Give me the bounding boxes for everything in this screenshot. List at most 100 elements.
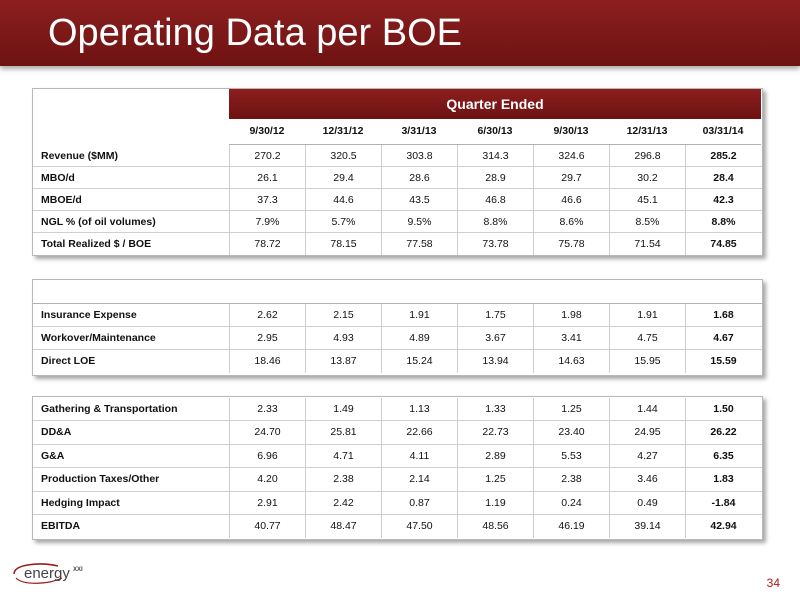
table-cell: 303.8 [381,145,457,167]
table-cell: 14.63 [533,350,609,373]
table-cell: 74.85 [685,233,761,255]
table-cell: 28.4 [685,167,761,189]
table-cell: 8.6% [533,211,609,233]
table-cell: 1.25 [533,398,609,422]
table-cell: 320.5 [305,145,381,167]
table-cell: 2.15 [305,304,381,327]
table-cell: 28.9 [457,167,533,189]
table-cell: 46.8 [457,189,533,211]
row-label: EBITDA [41,520,81,532]
table-cell: 0.87 [381,491,457,515]
table-cell: 22.73 [457,421,533,445]
table-cell: 3.67 [457,327,533,350]
row-label: Gathering & Transportation [41,403,178,415]
table-cell: 26.22 [685,421,761,445]
table-cell: 296.8 [609,145,685,167]
table-cell: 2.42 [305,491,381,515]
table-cell: 2.14 [381,468,457,492]
table-cell: 1.83 [685,468,761,492]
table-row: Workover/Maintenance 2.95 4.93 4.89 3.67 3.41… [33,327,762,350]
column-header: 03/31/14 [702,125,744,137]
row-label: Total Realized $ / BOE [41,238,152,250]
column-header: 9/30/13 [553,125,589,137]
column-header: 3/31/13 [401,125,437,137]
table-cell: 7.9% [229,211,305,233]
table-cell: 24.95 [609,421,685,445]
table-cell: 26.1 [229,167,305,189]
table-cell: 2.38 [305,468,381,492]
row-label: Production Taxes/Other [41,473,160,486]
table-cell: 3.46 [609,468,685,492]
operating-expense-section: Insurance Expense 2.62 2.15 1.91 1.75 1.98 1.9… [32,279,763,376]
row-label: MBO/d [41,172,75,184]
table-cell: 77.58 [381,233,457,255]
table-cell: 45.1 [609,189,685,211]
table-cell: 24.70 [229,421,305,445]
table-cell: 1.19 [457,491,533,515]
table-cell: 22.66 [381,421,457,445]
table-cell: 18.46 [229,350,305,373]
table-cell: 270.2 [229,145,305,167]
row-label: Hedging Impact [41,496,120,509]
table-cell: 1.75 [457,304,533,327]
table-cell: 42.94 [685,515,761,539]
table-cell: 8.8% [457,211,533,233]
table-cell: 71.54 [609,233,685,255]
table-cell: 13.87 [305,350,381,373]
table-cell: 4.20 [229,468,305,492]
table-row: Direct LOE 18.46 13.87 15.24 13.94 14.63 15.95… [33,350,762,373]
table-row: MBO/d 26.1 29.4 28.6 28.9 29.7 30.2 28.4 [33,167,762,189]
table-cell: 8.8% [685,211,761,233]
table-cell: 43.5 [381,189,457,211]
column-header-row: 9/30/12 12/31/12 3/31/13 6/30/13 9/30/13 12/3… [229,119,761,145]
table-row: DD&A 24.70 25.81 22.66 22.73 23.40 24.95 26.22 [33,421,762,445]
table-row: G&A 6.96 4.71 4.11 2.89 5.53 4.27 6.35 [33,444,762,469]
table-cell: 29.7 [533,167,609,189]
table-cell: 285.2 [685,145,761,167]
table-cell: 4.71 [305,444,381,469]
table-cell: 4.11 [381,444,457,469]
table-cell: 15.24 [381,350,457,373]
table-cell: 75.78 [533,233,609,255]
table-cell: 324.6 [533,145,609,167]
title-bar: Operating Data per BOE [0,0,800,66]
table-cell: 1.49 [305,398,381,422]
table-cell: 1.91 [381,304,457,327]
table-row: Revenue ($MM) 270.2 320.5 303.8 314.3 324.6 29… [33,145,762,167]
table-cell: 1.98 [533,304,609,327]
table-cell: 314.3 [457,145,533,167]
column-header: 12/31/13 [626,125,668,137]
column-header: 6/30/13 [477,125,513,137]
table-row: MBOE/d 37.3 44.6 43.5 46.8 46.6 45.1 42.3 [33,189,762,211]
energy-xxi-logo: energy XXI [10,558,110,588]
table-cell: -1.84 [685,491,761,515]
table-cell: 4.67 [685,327,761,350]
quarter-ended-header: Quarter Ended [229,89,761,119]
table-cell: 8.5% [609,211,685,233]
table-cell: 47.50 [381,515,457,539]
table-row: Hedging Impact 2.91 2.42 0.87 1.19 0.24 0.49 -1… [33,491,762,515]
table-cell: 2.62 [229,304,305,327]
table-cell: 2.38 [533,468,609,492]
table-cell: 13.94 [457,350,533,373]
table-row: Production Taxes/Other 4.20 2.38 2.14 1.25 2.… [33,468,762,492]
row-label: NGL % (of oil volumes) [41,216,156,228]
table-row: Gathering & Transportation 2.33 1.49 1.13 1.… [33,398,762,422]
column-header: 12/31/12 [322,125,364,137]
blank-header-row [33,280,762,304]
table-cell: 30.2 [609,167,685,189]
column-header: 9/30/12 [249,125,285,137]
table-cell: 37.3 [229,189,305,211]
table-cell: 25.81 [305,421,381,445]
table-cell: 39.14 [609,515,685,539]
revenue-section: Quarter Ended 9/30/12 12/31/12 3/31/13 6/30… [32,88,763,256]
row-label: MBOE/d [41,194,82,206]
table-row: Total Realized $ / BOE 78.72 78.15 77.58 73.… [33,233,762,255]
table-cell: 4.75 [609,327,685,350]
table-cell: 4.27 [609,444,685,469]
table-row: NGL % (of oil volumes) 7.9% 5.7% 9.5% 8.8% 8.… [33,211,762,233]
row-label: Revenue ($MM) [41,150,119,162]
table-cell: 5.53 [533,444,609,469]
table-cell: 2.91 [229,491,305,515]
row-label: Insurance Expense [41,309,137,321]
